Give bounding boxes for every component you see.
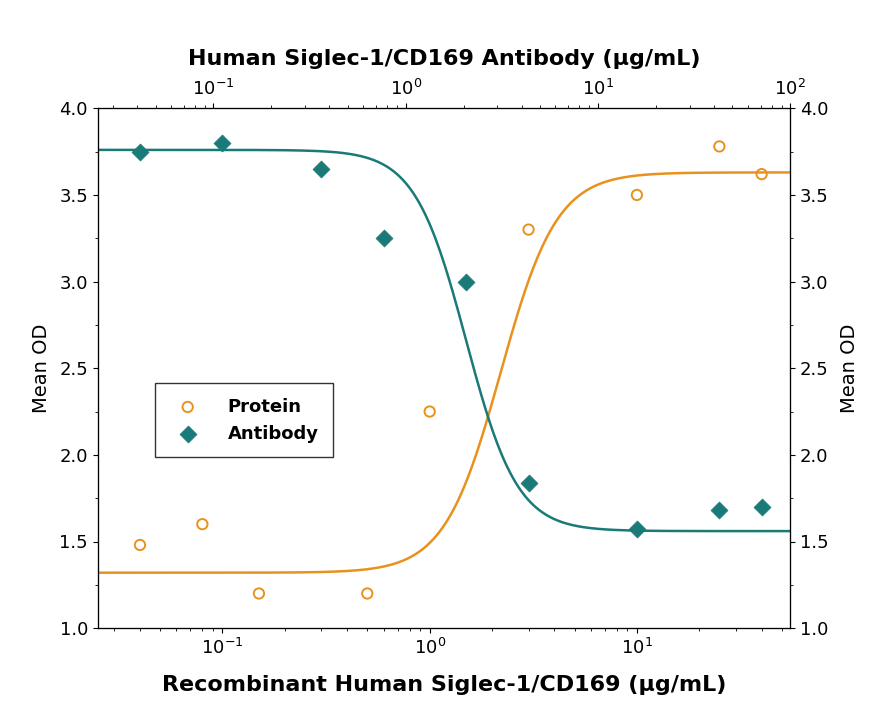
Antibody [630, 523, 644, 535]
Protein [133, 539, 147, 551]
Antibody [459, 276, 473, 287]
Antibody [755, 501, 769, 513]
Legend: Protein, Antibody: Protein, Antibody [155, 383, 333, 457]
Antibody [712, 505, 726, 516]
Protein [252, 588, 266, 599]
Protein [195, 518, 210, 530]
X-axis label: Recombinant Human Siglec-1/CD169 (μg/mL): Recombinant Human Siglec-1/CD169 (μg/mL) [162, 674, 726, 695]
Protein [521, 224, 535, 235]
Protein [361, 588, 375, 599]
Protein [755, 168, 769, 180]
Y-axis label: Mean OD: Mean OD [32, 323, 51, 413]
Protein [630, 189, 644, 201]
Antibody [215, 137, 229, 149]
Protein [712, 141, 726, 152]
Antibody [133, 146, 147, 157]
Antibody [377, 232, 391, 244]
X-axis label: Human Siglec-1/CD169 Antibody (μg/mL): Human Siglec-1/CD169 Antibody (μg/mL) [187, 48, 701, 69]
Y-axis label: Mean OD: Mean OD [840, 323, 859, 413]
Antibody [521, 477, 535, 488]
Protein [423, 406, 437, 417]
Antibody [314, 163, 329, 175]
